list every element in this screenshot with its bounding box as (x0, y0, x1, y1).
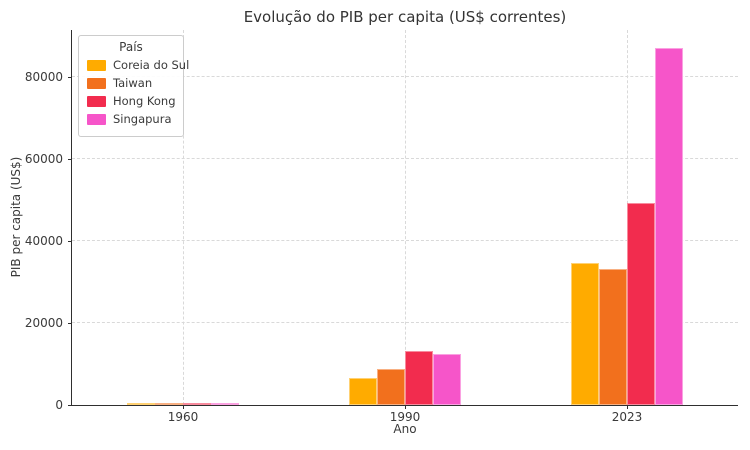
bar-singapura-1990 (433, 354, 461, 405)
legend-swatch (87, 59, 106, 71)
y-tick-label: 0 (55, 398, 63, 412)
x-tick-mark (183, 405, 185, 409)
x-tick-mark (405, 405, 407, 409)
x-tick-label: 1960 (167, 410, 199, 424)
x-axis-spine (71, 404, 738, 406)
x-tick-mark (627, 405, 629, 409)
x-tick-label: 2023 (611, 410, 643, 424)
y-tick-mark (68, 405, 72, 407)
y-tick-mark (68, 241, 72, 243)
y-tick-label: 80000 (24, 70, 63, 85)
y-axis-label: PIB per capita (US$) (9, 156, 23, 278)
y-tick-mark (68, 323, 72, 325)
bar-taiwan-2023 (599, 268, 627, 405)
bar-coreia-do-sul-1990 (349, 378, 377, 405)
y-tick-label: 40000 (24, 234, 63, 249)
legend-items: Coreia do Sul Taiwan Hong Kong Singapura (87, 58, 189, 126)
legend-label: Hong Kong (113, 94, 176, 108)
legend-swatch (87, 113, 106, 125)
legend-label: Coreia do Sul (113, 58, 190, 72)
legend-item: Coreia do Sul (87, 58, 189, 72)
y-tick-mark (68, 159, 72, 161)
bar-singapura-2023 (655, 47, 683, 405)
chart-title: Evolução do PIB per capita (US$ corrente… (243, 8, 567, 26)
y-tick-mark (68, 77, 72, 79)
y-tick-label: 60000 (24, 152, 63, 167)
x-axis-label: Ano (393, 422, 417, 436)
bar-taiwan-1990 (377, 368, 405, 405)
gridline-vertical (183, 30, 184, 405)
legend-item: Singapura (87, 112, 175, 126)
bar-hong-kong-2023 (627, 202, 655, 405)
x-tick-label: 1990 (389, 410, 421, 424)
legend-item: Taiwan (87, 76, 175, 90)
legend-swatch (87, 77, 106, 89)
gridline-vertical (405, 30, 406, 405)
legend-item: Hong Kong (87, 94, 176, 108)
y-axis-spine (71, 30, 73, 405)
bar-coreia-do-sul-2023 (571, 263, 599, 405)
legend-title: País (119, 40, 143, 54)
bar-hong-kong-1990 (405, 351, 433, 405)
legend-label: Taiwan (113, 76, 153, 90)
legend: País Coreia do Sul Taiwan Hong Kong Singapu… (78, 35, 189, 137)
y-tick-label: 20000 (24, 316, 63, 331)
legend-swatch (87, 95, 106, 107)
legend-label: Singapura (113, 112, 172, 126)
